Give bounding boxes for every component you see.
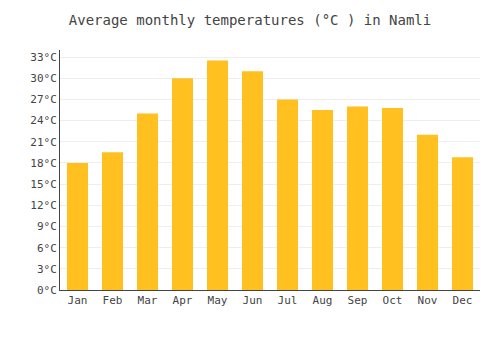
svg-text:Apr: Apr <box>173 294 193 307</box>
svg-text:9°C: 9°C <box>37 220 57 233</box>
svg-text:33°C: 33°C <box>30 51 57 64</box>
svg-text:Mar: Mar <box>138 294 158 307</box>
svg-text:21°C: 21°C <box>30 136 57 149</box>
svg-text:Dec: Dec <box>453 294 473 307</box>
svg-text:27°C: 27°C <box>30 93 57 106</box>
svg-text:Nov: Nov <box>418 294 438 307</box>
svg-text:18°C: 18°C <box>30 157 57 170</box>
svg-text:Aug: Aug <box>313 294 333 307</box>
svg-text:0°C: 0°C <box>37 284 57 297</box>
svg-text:3°C: 3°C <box>37 263 57 276</box>
svg-text:Sep: Sep <box>348 294 368 307</box>
svg-text:6°C: 6°C <box>37 242 57 255</box>
svg-text:24°C: 24°C <box>30 114 57 127</box>
svg-text:30°C: 30°C <box>30 72 57 85</box>
svg-text:Jun: Jun <box>243 294 263 307</box>
svg-text:Feb: Feb <box>103 294 123 307</box>
svg-text:May: May <box>208 294 228 307</box>
svg-text:15°C: 15°C <box>30 178 57 191</box>
svg-text:Jul: Jul <box>278 294 298 307</box>
svg-text:Jan: Jan <box>68 294 88 307</box>
svg-text:12°C: 12°C <box>30 199 57 212</box>
svg-text:Average monthly temperatures (: Average monthly temperatures (°C ) in Na… <box>69 12 431 28</box>
svg-text:Oct: Oct <box>383 294 403 307</box>
